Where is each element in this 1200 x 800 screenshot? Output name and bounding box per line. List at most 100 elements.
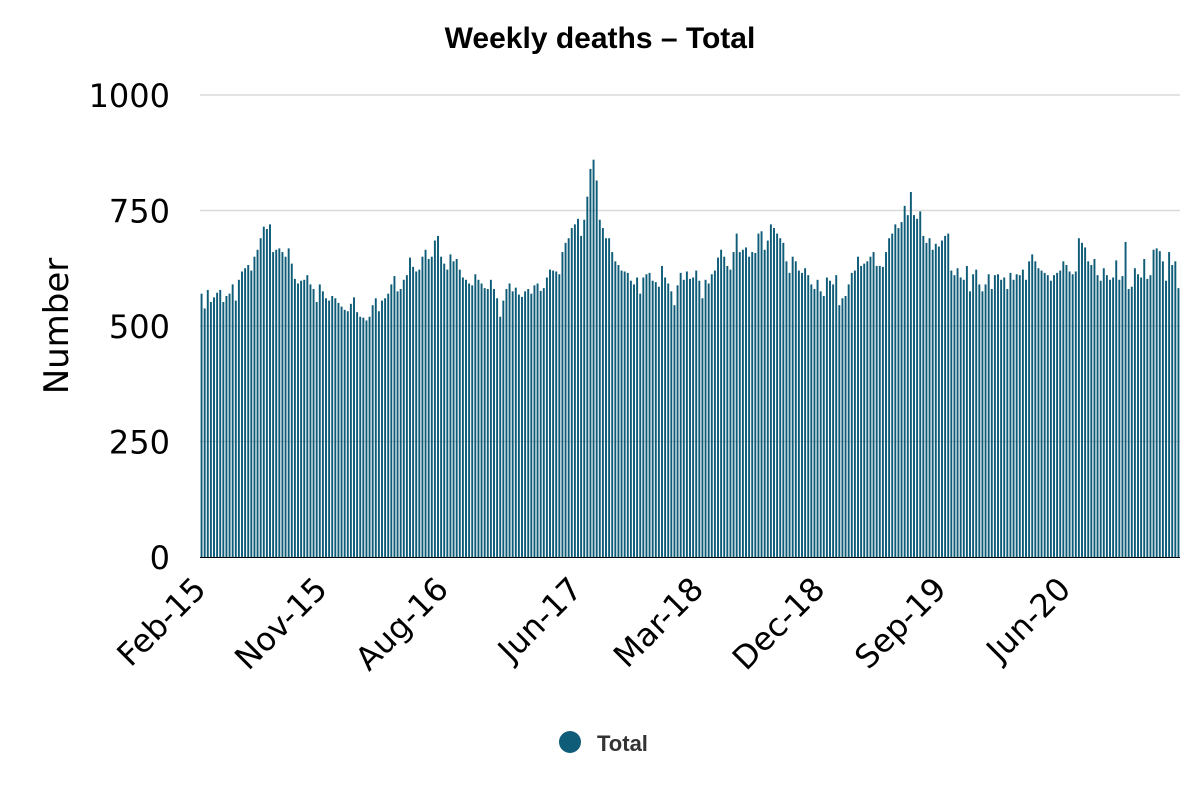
bar: [349, 303, 352, 557]
bar: [1149, 275, 1152, 557]
bar: [1177, 288, 1180, 557]
bar: [1155, 248, 1158, 557]
y-axis-label: Number: [37, 258, 77, 395]
bar: [1046, 275, 1049, 557]
y-tick-label: 500: [109, 308, 170, 346]
bar: [959, 277, 962, 557]
chart-title: Weekly deaths – Total: [445, 22, 756, 55]
bar: [990, 289, 993, 557]
bar: [853, 270, 856, 557]
legend[interactable]: Total: [559, 731, 648, 756]
bar: [530, 293, 533, 557]
bar: [1099, 280, 1102, 557]
bar: [465, 279, 467, 557]
bar: [1031, 254, 1034, 557]
bar: [797, 270, 800, 557]
bar: [975, 269, 978, 557]
bar: [393, 276, 396, 557]
bar: [835, 275, 838, 557]
bar: [362, 317, 365, 557]
bar: [1071, 274, 1074, 557]
y-tick-label: 250: [109, 424, 170, 462]
bar: [219, 289, 222, 557]
bar: [978, 284, 981, 557]
bar: [306, 275, 309, 557]
bar: [906, 215, 909, 557]
bar: [972, 274, 975, 557]
bar: [748, 256, 751, 557]
bar: [1025, 279, 1027, 557]
bar: [1174, 261, 1177, 557]
bar: [309, 284, 312, 557]
bar: [732, 252, 735, 557]
bar: [471, 285, 474, 557]
bar: [511, 291, 514, 557]
x-tick-label: Jun-17: [489, 570, 590, 671]
bar: [390, 284, 393, 557]
bar: [937, 246, 940, 558]
bar: [365, 320, 368, 557]
bar: [909, 192, 912, 557]
bar: [1118, 279, 1121, 557]
bar: [424, 249, 427, 557]
bar: [437, 235, 439, 557]
bar: [922, 235, 925, 557]
bar: [941, 240, 943, 557]
x-tick-label: Aug-16: [348, 570, 456, 678]
bar: [253, 256, 256, 557]
bar: [1040, 270, 1043, 557]
bar: [1171, 265, 1174, 557]
bar: [720, 249, 723, 557]
bar: [405, 275, 408, 557]
bar: [931, 249, 934, 557]
bar: [741, 249, 744, 557]
bar: [1102, 268, 1105, 557]
bar: [558, 274, 561, 557]
bar: [328, 300, 331, 557]
bar: [776, 233, 779, 557]
bar: [595, 180, 598, 557]
bar: [1074, 271, 1077, 557]
bar: [353, 297, 355, 557]
bar: [875, 265, 878, 557]
bar: [521, 296, 523, 557]
bar: [788, 272, 791, 557]
bar: [816, 279, 819, 557]
bar: [897, 228, 900, 557]
bar: [1034, 261, 1037, 557]
bar: [676, 285, 679, 557]
bar: [633, 284, 635, 557]
bar: [356, 312, 359, 557]
bar: [303, 279, 306, 557]
bar: [987, 274, 990, 557]
bar: [586, 196, 589, 557]
bar: [222, 301, 225, 557]
bar: [343, 309, 346, 557]
bar: [265, 228, 268, 558]
bar: [813, 289, 816, 557]
bar: [850, 272, 853, 557]
bar: [944, 235, 947, 557]
bar: [334, 298, 337, 557]
bar: [766, 240, 769, 557]
y-tick-label: 0: [150, 539, 170, 577]
bar: [1168, 252, 1171, 557]
bar: [642, 277, 645, 557]
bar: [1140, 277, 1143, 557]
bar: [878, 265, 881, 557]
bar: [1053, 275, 1055, 557]
bar: [1018, 275, 1021, 557]
bar: [847, 284, 850, 557]
bar: [1081, 242, 1083, 557]
bar: [947, 233, 950, 557]
bar: [259, 238, 262, 557]
bar: [371, 305, 374, 557]
bar: [860, 265, 863, 557]
bar: [707, 283, 710, 557]
bar: [206, 289, 209, 557]
bar: [592, 159, 595, 557]
bar: [981, 291, 984, 557]
bar: [689, 278, 691, 557]
bar: [234, 300, 237, 557]
